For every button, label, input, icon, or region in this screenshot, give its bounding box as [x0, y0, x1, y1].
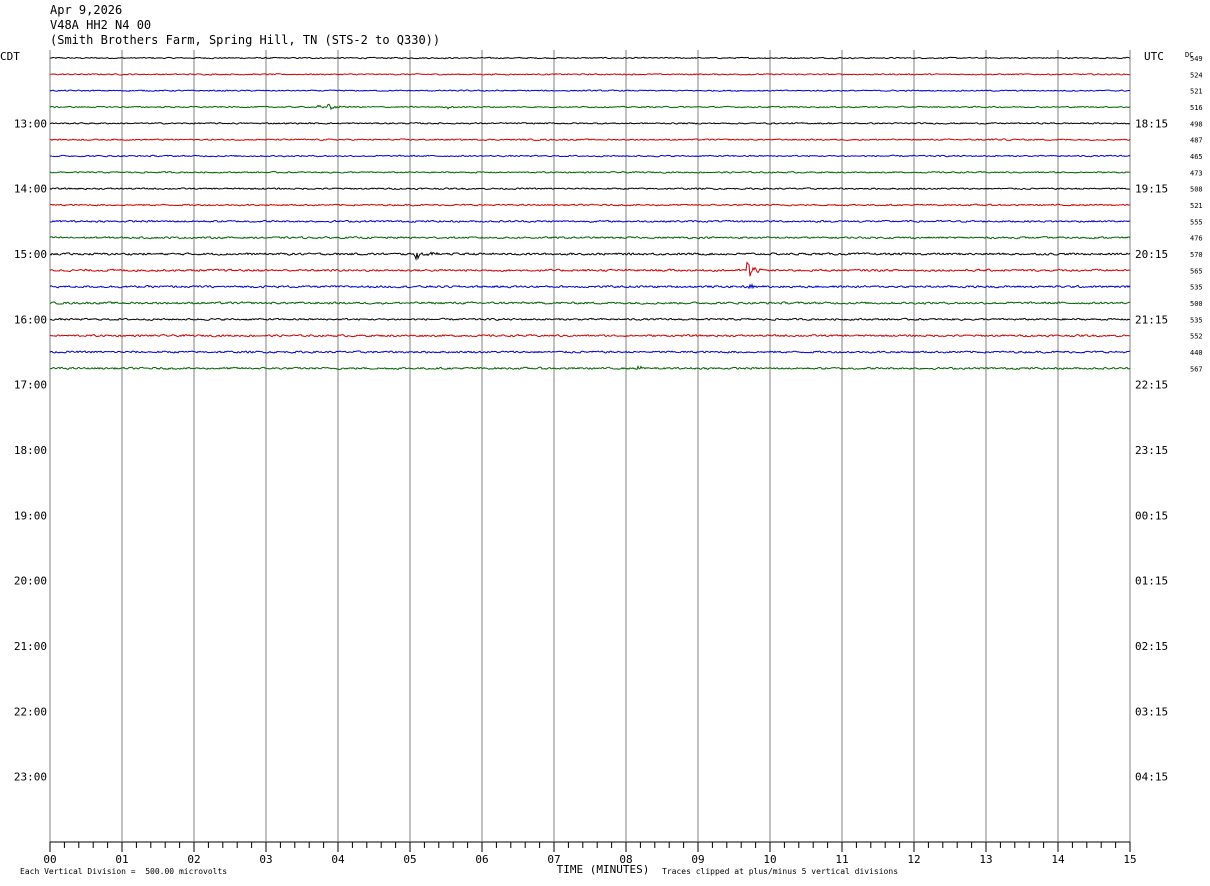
seismic-trace [49, 333, 1131, 338]
utc-hour-label: 23:15 [1135, 444, 1168, 457]
dc-offset-label: 500 [1190, 300, 1203, 308]
utc-hour-label: 03:15 [1135, 705, 1168, 718]
cdt-hour-label: 15:00 [14, 248, 47, 261]
dc-offset-label: 473 [1190, 169, 1203, 177]
cdt-hour-label: 23:00 [14, 771, 47, 784]
dc-offset-label: 549 [1190, 55, 1203, 63]
seismic-trace [49, 103, 1131, 111]
seismic-trace [49, 138, 1131, 141]
utc-hour-label: 18:15 [1135, 117, 1168, 130]
x-tick-label: 07 [547, 853, 560, 866]
grid-layer [49, 50, 1131, 852]
x-tick-label: 06 [475, 853, 488, 866]
utc-hour-label: 19:15 [1135, 183, 1168, 196]
x-tick-label: 09 [691, 853, 704, 866]
cdt-hour-label: 14:00 [14, 183, 47, 196]
cdt-hour-label: 22:00 [14, 705, 47, 718]
x-tick-label: 08 [619, 853, 632, 866]
dc-offset-label: 487 [1190, 137, 1203, 145]
x-tick-label: 01 [115, 853, 128, 866]
dc-offset-label: 508 [1190, 186, 1203, 194]
utc-hour-label: 02:15 [1135, 640, 1168, 653]
seismic-trace [49, 219, 1131, 223]
dc-offset-label: 440 [1190, 349, 1203, 357]
station-label: (Smith Brothers Farm, Spring Hill, TN (S… [50, 33, 441, 47]
dc-offset-label: 524 [1190, 71, 1203, 79]
label-layer: 00 01 02 03 04 05 06 07 08 09 10 11 12 13 14 15 13:00 18:… [14, 55, 1203, 866]
x-tick-label: 12 [907, 853, 920, 866]
dc-offset-label: 535 [1190, 284, 1203, 292]
dc-offset-label: 570 [1190, 251, 1203, 259]
seismic-trace [49, 187, 1131, 191]
cdt-hour-label: 13:00 [14, 117, 47, 130]
seismic-trace [49, 251, 1131, 261]
dc-offset-label: 555 [1190, 218, 1203, 226]
dc-offset-label: 567 [1190, 365, 1203, 373]
seismic-trace [49, 317, 1131, 321]
clip-note: Traces clipped at plus/minus 5 vertical … [662, 867, 899, 876]
seismic-trace [49, 56, 1131, 60]
seismic-trace [49, 170, 1131, 174]
dc-offset-label: 521 [1190, 88, 1203, 96]
dc-label: DC [1185, 51, 1193, 59]
seismic-trace [49, 236, 1131, 240]
scale-note: Each Vertical Division = 500.00 microvol… [20, 867, 228, 876]
cdt-axis-label: CDT [0, 50, 20, 63]
seismic-trace [49, 154, 1131, 158]
cdt-hour-label: 19:00 [14, 509, 47, 522]
x-tick-label: 05 [403, 853, 416, 866]
x-tick-label: 11 [835, 853, 848, 866]
dc-offset-label: 476 [1190, 235, 1203, 243]
cdt-hour-label: 20:00 [14, 575, 47, 588]
dc-offset-label: 465 [1190, 153, 1203, 161]
seismic-trace [49, 73, 1131, 76]
x-axis-title: TIME (MINUTES) [557, 863, 650, 876]
seismic-trace [49, 365, 1131, 371]
cdt-hour-label: 17:00 [14, 379, 47, 392]
seismic-trace [49, 203, 1131, 207]
seismic-trace [49, 261, 1131, 277]
seismic-trace [49, 122, 1131, 125]
x-tick-label: 15 [1123, 853, 1136, 866]
utc-hour-label: 04:15 [1135, 771, 1168, 784]
x-tick-label: 00 [43, 853, 56, 866]
utc-hour-label: 20:15 [1135, 248, 1168, 261]
x-tick-label: 04 [331, 853, 345, 866]
cdt-hour-label: 16:00 [14, 313, 47, 326]
x-tick-label: 13 [979, 853, 992, 866]
cdt-hour-label: 18:00 [14, 444, 47, 457]
utc-hour-label: 22:15 [1135, 379, 1168, 392]
dc-offset-label: 516 [1190, 104, 1203, 112]
x-tick-label: 10 [763, 853, 776, 866]
utc-hour-label: 00:15 [1135, 509, 1168, 522]
seismic-trace [49, 89, 1131, 92]
cdt-hour-label: 21:00 [14, 640, 47, 653]
channel-label: V48A HH2 N4 00 [50, 18, 152, 32]
utc-hour-label: 01:15 [1135, 575, 1168, 588]
seismic-trace [49, 301, 1131, 305]
dc-offset-label: 552 [1190, 333, 1203, 341]
utc-axis-label: UTC [1144, 50, 1164, 63]
x-tick-label: 14 [1051, 853, 1065, 866]
seismic-trace [49, 350, 1131, 354]
dc-offset-label: 535 [1190, 316, 1203, 324]
utc-hour-label: 21:15 [1135, 313, 1168, 326]
dc-offset-label: 565 [1190, 267, 1203, 275]
trace-layer [49, 56, 1131, 371]
dc-offset-label: 521 [1190, 202, 1203, 210]
x-tick-label: 02 [187, 853, 200, 866]
x-tick-label: 03 [259, 853, 272, 866]
date-label: Apr 9,2026 [50, 3, 123, 17]
dc-offset-label: 498 [1190, 120, 1203, 128]
seismic-trace [49, 283, 1131, 290]
